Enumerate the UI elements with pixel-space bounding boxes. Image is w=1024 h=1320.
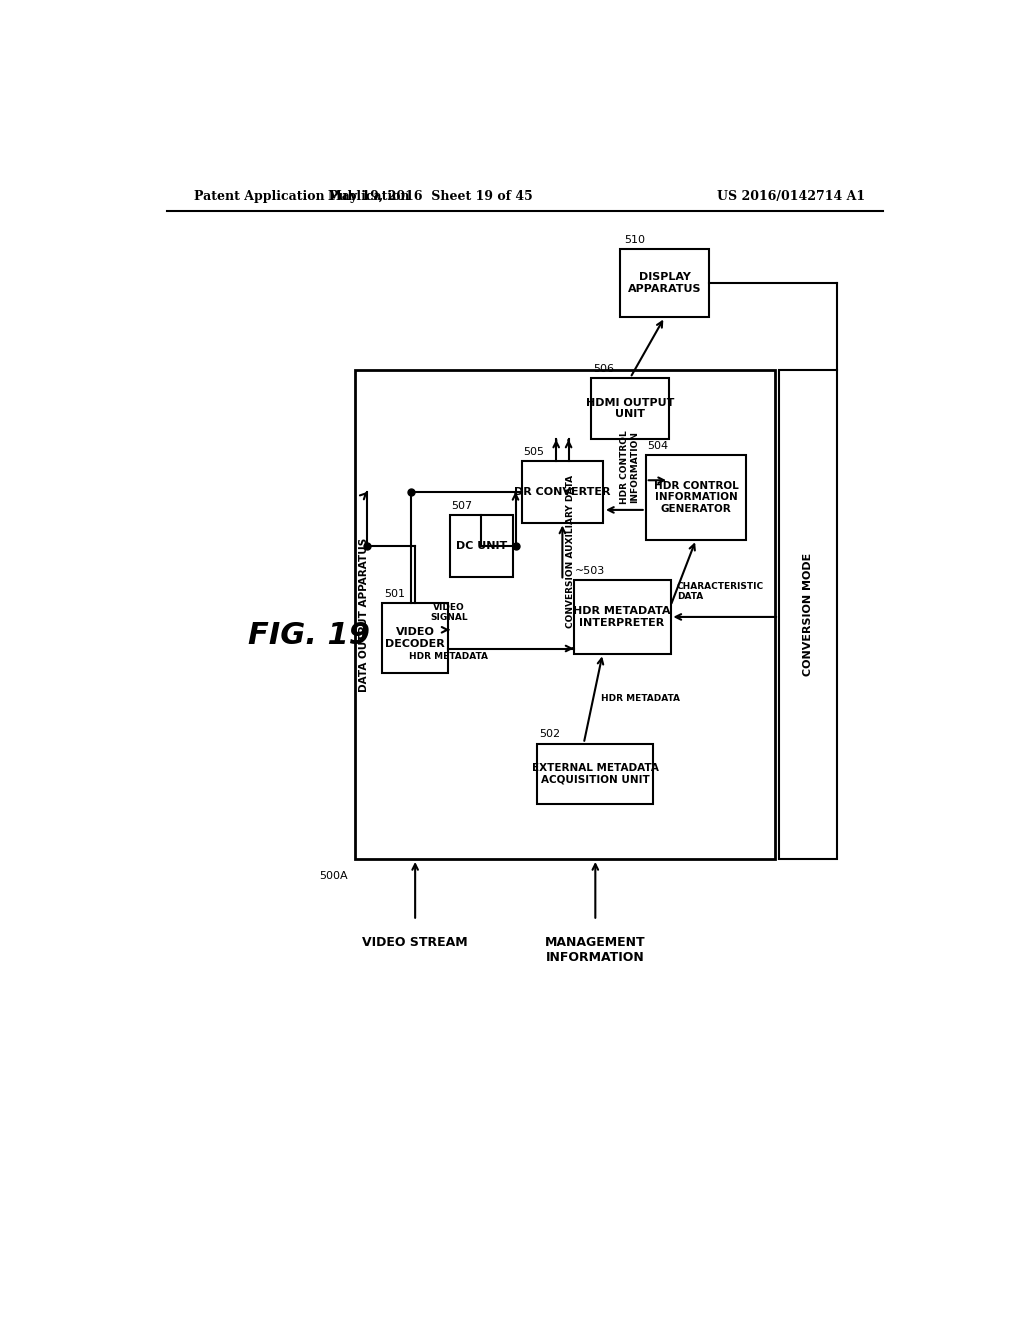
Text: DATA OUTPUT APPARATUS: DATA OUTPUT APPARATUS: [359, 537, 370, 692]
Bar: [538, 743, 653, 804]
Text: May 19, 2016  Sheet 19 of 45: May 19, 2016 Sheet 19 of 45: [328, 190, 532, 203]
Text: 510: 510: [624, 235, 645, 246]
Text: HDR METADATA
INTERPRETER: HDR METADATA INTERPRETER: [573, 606, 671, 628]
Text: DC UNIT: DC UNIT: [456, 541, 507, 550]
Bar: [573, 581, 671, 653]
Text: 506: 506: [593, 363, 614, 374]
Text: 502: 502: [539, 730, 560, 739]
Text: 507: 507: [452, 500, 472, 511]
Bar: [355, 370, 775, 859]
Text: VIDEO
SIGNAL: VIDEO SIGNAL: [430, 603, 468, 622]
Text: DR CONVERTER: DR CONVERTER: [514, 487, 610, 496]
Text: CONVERSION AUXILIARY DATA: CONVERSION AUXILIARY DATA: [566, 475, 575, 628]
Text: CONVERSION MODE: CONVERSION MODE: [803, 553, 813, 676]
Text: MANAGEMENT
INFORMATION: MANAGEMENT INFORMATION: [545, 936, 646, 964]
Bar: [450, 515, 513, 577]
Bar: [646, 455, 746, 540]
Bar: [521, 461, 603, 523]
Bar: [621, 249, 710, 317]
Text: VIDEO STREAM: VIDEO STREAM: [362, 936, 468, 949]
Text: US 2016/0142714 A1: US 2016/0142714 A1: [717, 190, 865, 203]
Text: HDR METADATA: HDR METADATA: [601, 694, 680, 704]
Text: ~503: ~503: [575, 566, 605, 576]
Text: HDR METADATA: HDR METADATA: [410, 652, 488, 661]
Text: FIG. 19: FIG. 19: [248, 622, 370, 651]
Text: 505: 505: [523, 446, 544, 457]
Bar: [382, 603, 449, 673]
Text: Patent Application Publication: Patent Application Publication: [194, 190, 410, 203]
Text: VIDEO
DECODER: VIDEO DECODER: [385, 627, 445, 649]
Text: 500A: 500A: [318, 871, 347, 880]
Text: EXTERNAL METADATA
ACQUISITION UNIT: EXTERNAL METADATA ACQUISITION UNIT: [531, 763, 658, 784]
Text: HDMI OUTPUT
UNIT: HDMI OUTPUT UNIT: [586, 397, 675, 420]
Bar: [592, 378, 669, 440]
Text: DISPLAY
APPARATUS: DISPLAY APPARATUS: [628, 272, 701, 294]
Bar: [779, 370, 838, 859]
Text: 504: 504: [647, 441, 669, 450]
Text: HDR CONTROL
INFORMATION: HDR CONTROL INFORMATION: [621, 430, 640, 504]
Text: 501: 501: [384, 589, 404, 599]
Text: HDR CONTROL
INFORMATION
GENERATOR: HDR CONTROL INFORMATION GENERATOR: [653, 480, 738, 513]
Text: CHARACTERISTIC
DATA: CHARACTERISTIC DATA: [677, 582, 764, 601]
